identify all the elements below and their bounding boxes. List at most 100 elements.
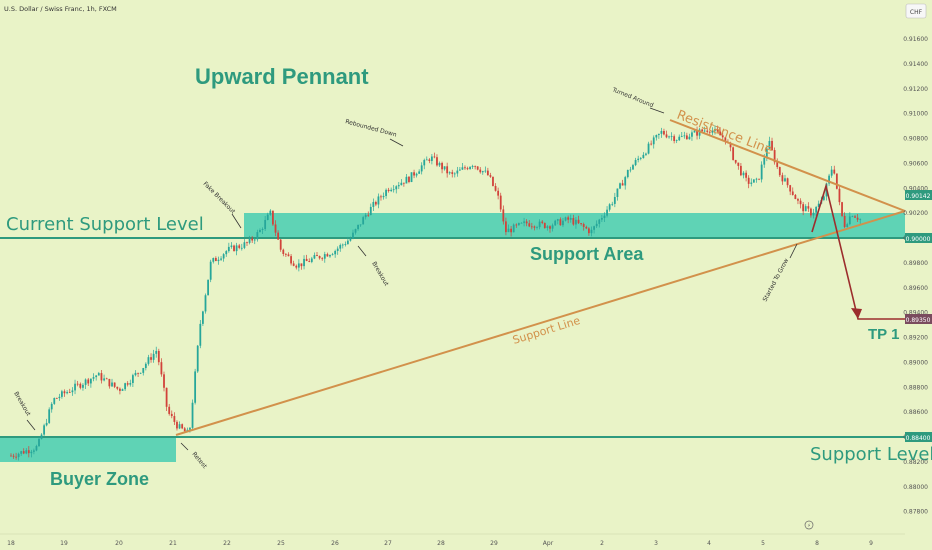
candle-body [448, 172, 451, 174]
candle-body [410, 172, 413, 183]
time-axis[interactable]: 18 19 20 21 22 25 26 27 28 29 Apr 2 3 4 5 8 9 [7, 540, 873, 547]
time-tick-label: 4 [707, 540, 711, 547]
candle-body [443, 166, 446, 170]
candle-body [238, 245, 241, 248]
candle-body [277, 232, 280, 240]
candle-body [693, 130, 696, 133]
candle-body [372, 201, 375, 207]
candle-body [61, 391, 63, 397]
candle-body [668, 136, 670, 138]
candle-body [217, 259, 220, 262]
candle-body [556, 219, 559, 221]
candle-body [326, 254, 329, 257]
candle-body [567, 217, 570, 220]
candle-body [828, 175, 830, 184]
candle-body [585, 226, 588, 229]
candle-body [572, 218, 575, 225]
annotation-started-to-grow-arrow [789, 243, 798, 259]
candle-body [194, 371, 197, 403]
candle-body [284, 253, 287, 255]
candle-body [543, 222, 546, 229]
candle-body [382, 195, 385, 198]
price-tick-label: 0.91000 [903, 111, 928, 118]
candle-body [423, 159, 426, 166]
price-tick-label: 0.89000 [903, 359, 928, 366]
candle-body [160, 362, 163, 375]
candle-body [214, 257, 217, 262]
candle-body [295, 265, 298, 268]
candle-body [113, 382, 116, 387]
candle-body [737, 162, 740, 166]
candle-body [538, 221, 541, 228]
candle-body [97, 373, 100, 376]
candle-body [577, 219, 580, 224]
candle-body [173, 416, 176, 422]
candle-body [119, 388, 121, 391]
candle-body [476, 166, 479, 170]
candle-body [621, 183, 624, 186]
candle-body [15, 456, 17, 458]
projection-arrowhead [851, 308, 862, 319]
price-tick-label: 0.88200 [903, 459, 928, 466]
candle-body [781, 175, 784, 182]
candle-body [580, 223, 583, 225]
candle-body [20, 451, 23, 454]
candle-body [199, 323, 202, 346]
candle-body [489, 175, 492, 177]
candle-body [606, 209, 608, 216]
candle-body [152, 353, 155, 360]
candle-body [405, 176, 408, 184]
candle-body [588, 228, 590, 234]
candle-body [292, 263, 295, 266]
tp1-price-tag: 0.89350 [906, 317, 931, 324]
candle-body [822, 196, 825, 200]
candle-body [287, 254, 290, 257]
candle-body [79, 383, 82, 388]
candle-body [773, 150, 776, 163]
candle-body [854, 216, 856, 218]
candle-body [740, 165, 742, 176]
time-tick-label: 25 [277, 540, 285, 547]
candle-body [802, 204, 805, 212]
go-to-realtime-icon[interactable] [804, 520, 814, 530]
candle-body [82, 384, 84, 388]
candle-body [505, 221, 507, 233]
candle-body [590, 229, 593, 234]
current-price-tag-bg [905, 190, 932, 200]
current-support-level-label: Current Support Level [6, 214, 204, 235]
candle-body [797, 199, 799, 201]
price-tick-label: 0.88000 [903, 484, 928, 491]
candle-body [137, 372, 139, 374]
price-tick-label: 0.89600 [903, 285, 928, 292]
candle-body [27, 450, 30, 454]
candle-body [183, 428, 186, 432]
candle-body [321, 258, 324, 260]
candle-body [536, 227, 538, 228]
currency-badge[interactable] [905, 3, 927, 19]
candle-body [456, 170, 459, 174]
candle-body [318, 256, 321, 259]
candle-body [484, 170, 487, 172]
candle-body [225, 251, 228, 255]
candle-body [74, 383, 76, 391]
resistance-trendline [669, 119, 906, 212]
candle-body [742, 172, 745, 176]
candle-body [807, 206, 810, 209]
candle-body [698, 129, 701, 136]
candle-body [851, 216, 854, 218]
candle-body [451, 172, 454, 174]
candle-body [256, 232, 259, 240]
candle-body [316, 255, 318, 257]
candle-body [364, 214, 367, 218]
annotation-breakout-left-arrow [26, 419, 36, 431]
candle-body [170, 413, 173, 417]
candle-body [461, 167, 464, 170]
candle-body [502, 209, 505, 222]
candle-body [420, 165, 423, 172]
time-tick-label: 28 [437, 540, 445, 547]
candle-body [264, 219, 267, 230]
candle-body [111, 382, 113, 387]
candle-body [673, 136, 676, 141]
support-price-tag-bg [905, 233, 932, 243]
candle-body [624, 177, 627, 186]
